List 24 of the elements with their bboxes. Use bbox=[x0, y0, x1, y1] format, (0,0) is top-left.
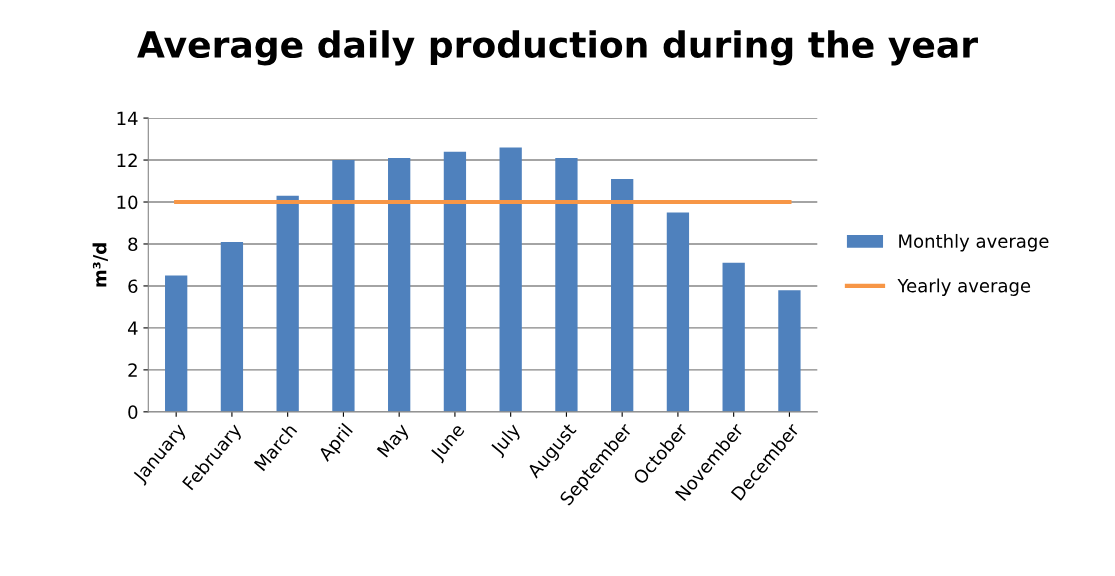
y-tick-label: 10 bbox=[117, 195, 138, 210]
bar bbox=[555, 157, 578, 412]
y-tick-label: 2 bbox=[128, 363, 137, 377]
y-tick-label: 6 bbox=[128, 279, 138, 294]
bar bbox=[220, 241, 244, 412]
y-tick-label: 8 bbox=[128, 237, 138, 252]
chart-title: Average daily production during the year bbox=[137, 30, 978, 66]
bar bbox=[611, 178, 634, 412]
y-tick-label: 4 bbox=[127, 321, 138, 335]
bar bbox=[165, 275, 188, 412]
y-axis-title: m³/d bbox=[92, 243, 108, 287]
legend-label: Yearly average bbox=[897, 278, 1031, 296]
bar bbox=[332, 160, 355, 412]
y-tick-label: 14 bbox=[117, 111, 138, 125]
y-tick-label: 0 bbox=[128, 405, 138, 419]
bar bbox=[499, 147, 522, 412]
y-tick-label: 12 bbox=[117, 153, 137, 167]
bar bbox=[778, 290, 801, 412]
bar bbox=[276, 195, 299, 412]
bar bbox=[666, 212, 690, 412]
bar bbox=[443, 151, 467, 412]
bar bbox=[722, 262, 745, 412]
bar bbox=[388, 157, 411, 412]
legend-label: Monthly average bbox=[899, 233, 1049, 252]
